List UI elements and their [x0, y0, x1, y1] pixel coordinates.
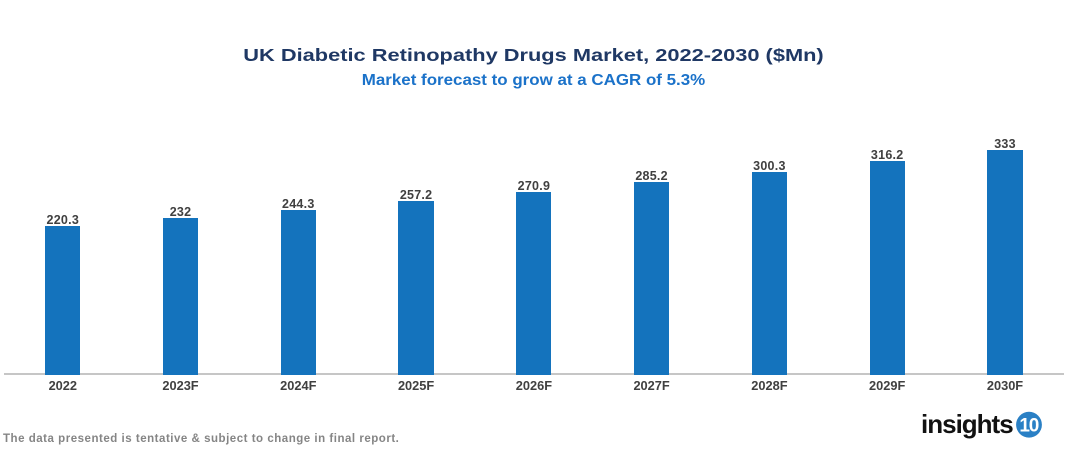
- svg-text:10: 10: [1019, 416, 1038, 437]
